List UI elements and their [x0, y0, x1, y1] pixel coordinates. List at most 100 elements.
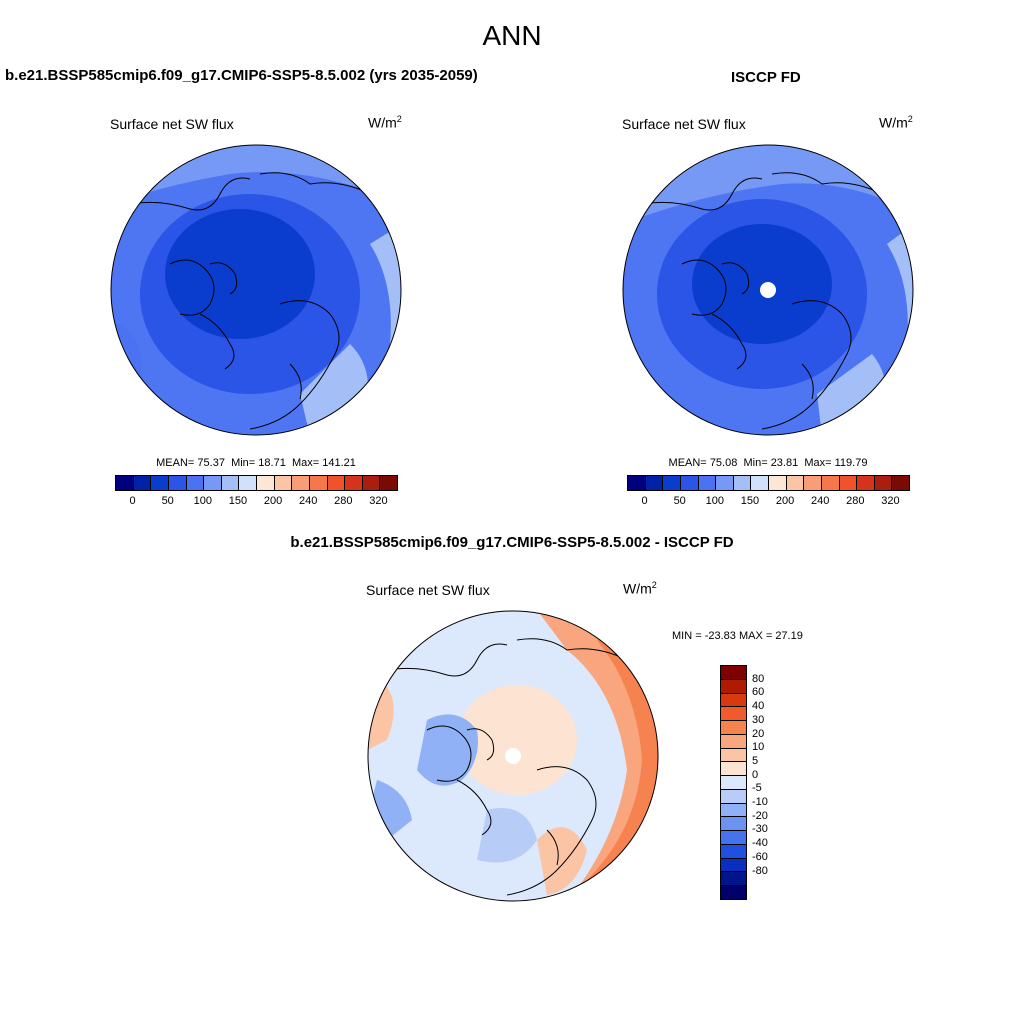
- colorbar-segment: [721, 803, 746, 818]
- diff-colorbar-ticks: 80 60 40 30 20 10 5 0 -5 -10 -20 -30 -40 -60 -80: [752, 665, 792, 898]
- colorbar-tick-label: -5: [752, 782, 762, 795]
- colorbar-segment: [721, 844, 746, 859]
- colorbar-segment: [857, 476, 875, 490]
- colorbar-tick-label: 40: [752, 700, 765, 713]
- missing-data-pole: [760, 282, 776, 298]
- colorbar-tick-label: 240: [811, 495, 830, 507]
- colorbar-tick-label: 0: [641, 495, 648, 507]
- left-variable-label: Surface net SW flux: [110, 116, 234, 132]
- colorbar-tick-label: 20: [752, 727, 765, 740]
- colorbar-tick-label: 200: [263, 495, 283, 507]
- colorbar-segment: [628, 476, 646, 490]
- colorbar-segment: [239, 476, 257, 490]
- colorbar-segment: [721, 789, 746, 804]
- colorbar-tick-label: -40: [752, 837, 768, 850]
- colorbar-tick-label: 320: [881, 495, 900, 507]
- right-units-label: W/m2: [879, 114, 913, 131]
- colorbar-segment: [721, 734, 746, 749]
- colorbar-segment: [257, 476, 275, 490]
- colorbar-tick-label: -60: [752, 850, 768, 863]
- colorbar-tick-label: -30: [752, 823, 768, 836]
- colorbar-segment: [874, 476, 893, 490]
- right-stats: MEAN= 75.08 Min= 23.81 Max= 119.79: [668, 457, 868, 469]
- colorbar-tick-label: 240: [299, 495, 318, 507]
- colorbar-segment: [721, 748, 746, 763]
- colorbar-segment: [721, 872, 746, 887]
- left-polar-map: [110, 144, 402, 436]
- left-stats: MEAN= 75.37 Min= 18.71 Max= 141.21: [156, 457, 356, 469]
- colorbar-segment: [721, 707, 746, 722]
- diff-minmax: MIN = -23.83 MAX = 27.19: [672, 630, 803, 642]
- colorbar-segment: [721, 679, 746, 694]
- right-colorbar: [627, 475, 910, 491]
- colorbar-tick-label: 50: [161, 495, 174, 507]
- colorbar-segment: [721, 831, 746, 845]
- colorbar-segment: [345, 476, 363, 490]
- colorbar-tick-label: 200: [775, 495, 795, 507]
- colorbar-segment: [751, 476, 769, 490]
- colorbar-segment: [698, 476, 717, 490]
- colorbar-segment: [680, 476, 699, 490]
- colorbar-segment: [721, 858, 746, 873]
- colorbar-segment: [292, 476, 310, 490]
- colorbar-segment: [274, 476, 293, 490]
- colorbar-segment: [221, 476, 240, 490]
- colorbar-segment: [151, 476, 169, 490]
- colorbar-tick-label: 50: [673, 495, 686, 507]
- diff-panel-title: b.e21.BSSP585cmip6.f09_g17.CMIP6-SSP5-8.…: [290, 534, 734, 551]
- colorbar-segment: [721, 762, 746, 777]
- colorbar-segment: [204, 476, 222, 490]
- right-colorbar-ticks: 0 50 100 150 200 240 280 320: [627, 495, 908, 509]
- coastlines: [641, 172, 883, 430]
- colorbar-segment: [380, 476, 397, 490]
- left-colorbar: [115, 475, 398, 491]
- colorbar-segment: [327, 476, 346, 490]
- colorbar-tick-label: 10: [752, 741, 765, 754]
- colorbar-tick-label: 100: [193, 495, 212, 507]
- colorbar-tick-label: 150: [228, 495, 248, 507]
- right-polar-map: [622, 144, 914, 436]
- colorbar-segment: [804, 476, 822, 490]
- colorbar-segment: [721, 666, 746, 680]
- colorbar-segment: [186, 476, 205, 490]
- colorbar-tick-label: 5: [752, 754, 759, 767]
- colorbar-tick-label: 0: [752, 768, 759, 781]
- colorbar-segment: [309, 476, 328, 490]
- colorbar-tick-label: 280: [846, 495, 865, 507]
- colorbar-tick-label: 60: [752, 686, 765, 699]
- colorbar-tick-label: 280: [334, 495, 353, 507]
- colorbar-tick-label: 100: [705, 495, 724, 507]
- colorbar-segment: [721, 886, 746, 900]
- colorbar-tick-label: -80: [752, 864, 768, 877]
- colorbar-tick-label: -10: [752, 796, 768, 809]
- colorbar-segment: [839, 476, 858, 490]
- diff-colorbar: [720, 665, 747, 900]
- colorbar-tick-label: 0: [129, 495, 136, 507]
- coastlines: [129, 172, 371, 430]
- colorbar-tick-label: -20: [752, 809, 768, 822]
- colorbar-segment: [821, 476, 840, 490]
- colorbar-segment: [716, 476, 734, 490]
- colorbar-segment: [133, 476, 152, 490]
- coastlines: [386, 638, 628, 896]
- diff-units-label: W/m2: [623, 580, 657, 597]
- colorbar-segment: [769, 476, 787, 490]
- colorbar-segment: [721, 817, 746, 832]
- colorbar-segment: [721, 721, 746, 735]
- right-variable-label: Surface net SW flux: [622, 116, 746, 132]
- colorbar-segment: [892, 476, 909, 490]
- left-panel-title: b.e21.BSSP585cmip6.f09_g17.CMIP6-SSP5-8.…: [5, 67, 478, 84]
- main-title: ANN: [482, 20, 542, 51]
- colorbar-segment: [786, 476, 805, 490]
- colorbar-segment: [721, 693, 746, 708]
- colorbar-tick-label: 80: [752, 672, 765, 685]
- right-panel-title: ISCCP FD: [731, 69, 801, 86]
- colorbar-tick-label: 320: [369, 495, 388, 507]
- left-colorbar-ticks: 0 50 100 150 200 240 280 320: [115, 495, 396, 509]
- colorbar-tick-label: 150: [740, 495, 760, 507]
- left-units-label: W/m2: [368, 114, 402, 131]
- colorbar-segment: [663, 476, 681, 490]
- colorbar-tick-label: 30: [752, 713, 765, 726]
- colorbar-segment: [733, 476, 752, 490]
- diff-variable-label: Surface net SW flux: [366, 582, 490, 598]
